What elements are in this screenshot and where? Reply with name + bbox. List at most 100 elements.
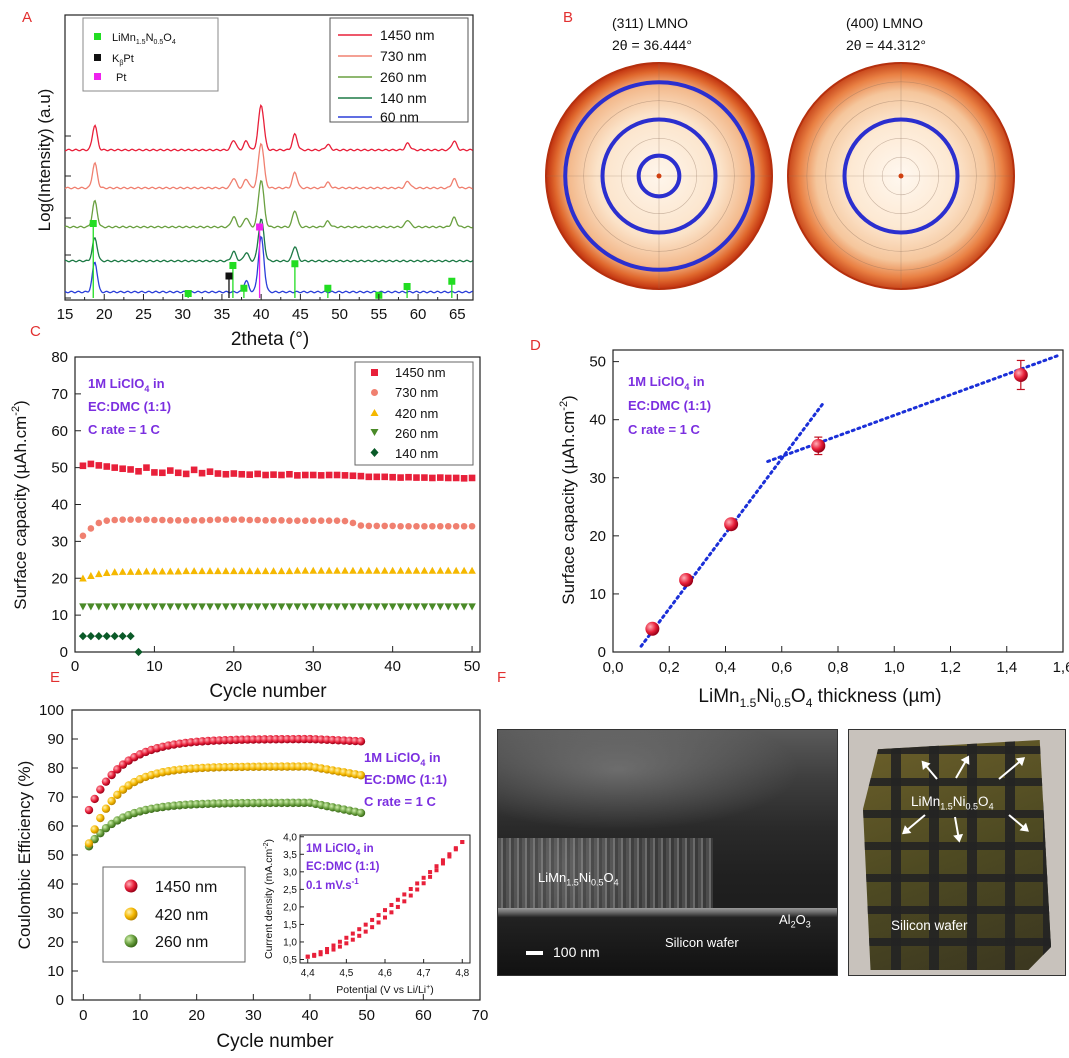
efficiency-point: [107, 796, 116, 806]
legend-c-730: 730 nm: [395, 385, 438, 400]
inset-point: [325, 947, 330, 952]
capacity-thickness-point: [645, 621, 660, 636]
c-cond-line2: EC:DMC (1:1): [88, 399, 171, 414]
pole-center: [898, 173, 904, 179]
capacity-point: [261, 567, 270, 575]
capacity-point: [174, 567, 183, 575]
d-cond-line2: EC:DMC (1:1): [628, 398, 711, 413]
efficiency-point: [90, 825, 99, 834]
capacity-point: [79, 532, 87, 540]
x-tick-label: 45: [292, 306, 309, 323]
capacity-point: [190, 567, 198, 575]
capacity-thickness-point: [811, 438, 826, 453]
capacity-point: [388, 566, 397, 574]
capacity-point: [134, 603, 143, 611]
pole-grid-ring: [621, 138, 697, 214]
capacity-point: [253, 603, 262, 611]
y-tick-label: 60: [51, 423, 68, 440]
capacity-point: [182, 517, 190, 524]
sem-alumina-label: Al2O3: [779, 912, 811, 930]
inset-point: [421, 881, 426, 886]
reference-marker: [240, 284, 248, 292]
pole-2-angle: 2θ = 44.312°: [846, 37, 926, 53]
x-tick-label: 30: [245, 1007, 262, 1024]
capacity-point: [182, 567, 190, 575]
efficiency-point: [113, 790, 122, 800]
inset-point: [395, 904, 400, 909]
capacity-point: [182, 603, 190, 611]
capacity-point: [206, 468, 214, 475]
wafer-photo: LiMn1.5Ni0.5O4 Silicon wafer: [848, 729, 1066, 976]
capacity-point: [309, 471, 317, 479]
capacity-point: [397, 474, 404, 481]
x-tick-label: 40: [253, 306, 270, 323]
capacity-point: [452, 522, 460, 530]
x-tick-label: 50: [358, 1007, 375, 1024]
inset-point: [370, 925, 375, 930]
inset-frame: [299, 834, 471, 964]
pole-figure-400: [787, 62, 1015, 290]
inset-point: [434, 864, 439, 869]
inset-y-tick-label: 1,5: [283, 920, 297, 931]
inset-point: [312, 952, 317, 957]
capacity-point: [87, 460, 95, 468]
x-tick-label: 60: [410, 306, 427, 323]
capacity-point: [357, 522, 365, 529]
capacity-point: [222, 567, 230, 575]
y-tick-label: 20: [47, 934, 64, 951]
capacity-point: [230, 603, 238, 611]
capacity-point: [118, 567, 127, 575]
capacity-point: [118, 603, 127, 611]
capacity-point: [405, 473, 412, 481]
capacity-point: [222, 516, 230, 523]
capacity-point: [269, 567, 278, 575]
pole-grid-ring: [583, 100, 735, 252]
capacity-point: [150, 603, 159, 611]
capacity-point: [230, 516, 238, 523]
capacity-point: [365, 603, 373, 611]
panel-b-pole-figures: (311) LMNO 2θ = 36.444° (400) LMNO 2θ = …: [545, 15, 1015, 290]
panel-a-y-label: Log(Intensity) (a.u): [35, 89, 54, 232]
panel-c-ticks: 0 10 20 30 40 50 0 10 20 30 40 50 60 70 80: [51, 349, 480, 675]
inset-point: [383, 908, 387, 913]
capacity-point: [420, 603, 429, 611]
capacity-point: [468, 603, 476, 611]
y-tick-label: 30: [589, 470, 606, 487]
capacity-point: [262, 517, 269, 524]
capacity-point: [143, 516, 150, 523]
inset-point: [428, 874, 433, 879]
panel-d-ticks: 0,0 0,2 0,4 0,6 0,8 1,0 1,2 1,4 1,6 0 10 20 30 40 50: [589, 354, 1069, 676]
inset-markers: [305, 840, 465, 959]
x-tick-label: 65: [449, 306, 466, 323]
capacity-point: [460, 522, 468, 530]
capacity-point: [111, 464, 119, 471]
capacity-point: [174, 517, 182, 524]
capacity-point: [245, 603, 254, 611]
capacity-point: [135, 468, 142, 475]
inset-point: [376, 920, 381, 925]
capacity-point: [159, 469, 166, 477]
capacity-point: [429, 522, 436, 530]
capacity-point: [373, 473, 381, 481]
capacity-point: [95, 519, 103, 527]
sem-film-overlay: [498, 838, 713, 908]
capacity-point: [95, 570, 103, 578]
capacity-point: [254, 470, 261, 478]
capacity-point: [341, 517, 349, 525]
inset-point: [415, 887, 420, 892]
capacity-point: [198, 517, 206, 524]
capacity-point: [126, 603, 135, 611]
reference-marker: [256, 223, 264, 231]
panel-e-x-label: Cycle number: [216, 1031, 334, 1052]
capacity-point: [278, 471, 285, 479]
capacity-point: [166, 603, 175, 611]
capacity-point: [301, 566, 310, 574]
capacity-point: [245, 567, 254, 575]
inset-point: [428, 870, 433, 875]
capacity-point: [134, 567, 143, 575]
x-tick-label: 20: [225, 658, 242, 675]
capacity-point: [214, 603, 222, 611]
capacity-point: [190, 466, 198, 474]
capacity-point: [134, 647, 143, 657]
inset-point: [357, 927, 362, 932]
